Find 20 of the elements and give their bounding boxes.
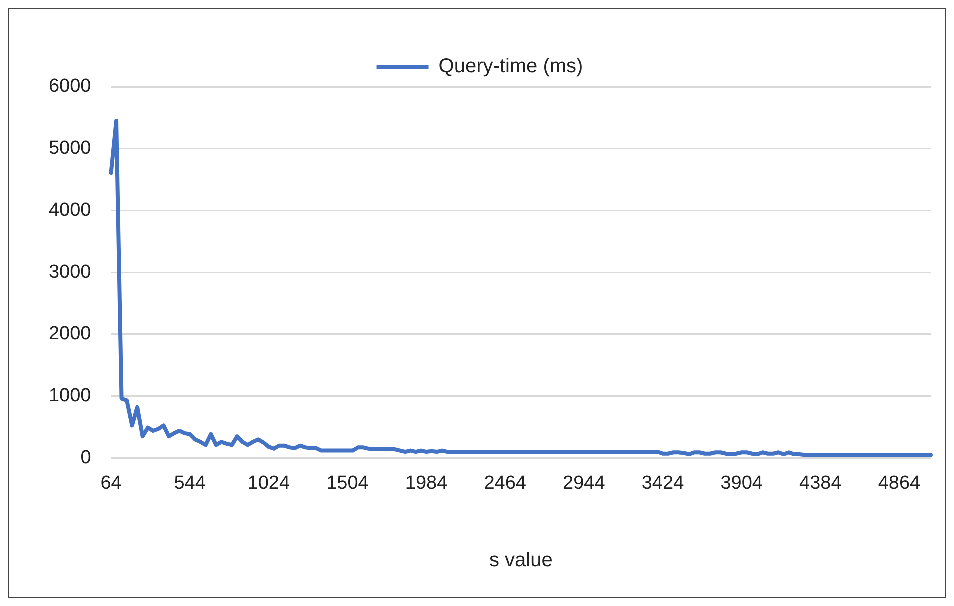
y-tick-label: 0 bbox=[80, 447, 92, 468]
x-tick-label: 4864 bbox=[878, 472, 922, 494]
legend-label: Query-time (ms) bbox=[438, 56, 584, 78]
x-tick-label: 64 bbox=[100, 472, 122, 494]
y-tick-label: 6000 bbox=[48, 76, 92, 98]
x-tick-label: 1024 bbox=[248, 472, 290, 494]
y-tick-label: 4000 bbox=[48, 200, 92, 221]
y-tick-label: 5000 bbox=[48, 138, 92, 160]
x-axis-title: s value bbox=[489, 550, 553, 572]
x-tick-label: 2944 bbox=[563, 472, 606, 494]
x-tick-label: 1504 bbox=[326, 472, 370, 494]
x-tick-label: 3424 bbox=[642, 472, 685, 494]
x-tick-label: 1984 bbox=[405, 472, 448, 494]
x-tick-label: 4384 bbox=[800, 472, 842, 494]
x-tick-label: 2464 bbox=[484, 472, 527, 494]
y-tick-label: 2000 bbox=[48, 324, 92, 345]
y-tick-label: 1000 bbox=[48, 386, 92, 407]
x-tick-label: 3904 bbox=[720, 472, 764, 494]
x-tick-label: 544 bbox=[174, 472, 206, 494]
y-tick-label: 3000 bbox=[48, 262, 92, 283]
